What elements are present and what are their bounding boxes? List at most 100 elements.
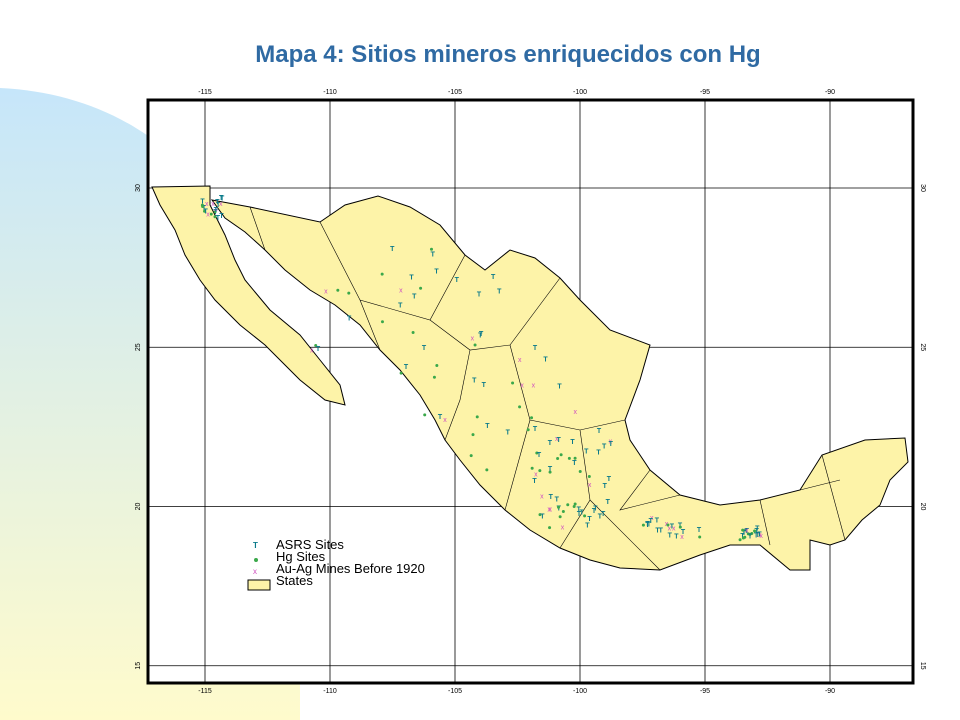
hg-site — [548, 470, 552, 474]
asrs-site: T — [422, 345, 427, 352]
asrs-site: T — [745, 528, 750, 535]
asrs-site: T — [491, 274, 496, 281]
hg-site — [399, 371, 403, 375]
hg-site — [429, 247, 433, 251]
legend-symbol-hg — [254, 558, 258, 562]
hg-site — [556, 457, 560, 461]
asrs-site: T — [482, 382, 487, 389]
asrs-site: T — [598, 513, 603, 520]
auag-site: x — [759, 533, 763, 540]
asrs-site: T — [755, 526, 760, 533]
title: Mapa 4: Sitios mineros enriquecidos con … — [255, 41, 760, 68]
asrs-site: T — [412, 293, 417, 300]
hg-site — [423, 413, 427, 417]
auag-site: x — [758, 532, 762, 539]
auag-site: x — [547, 507, 551, 514]
asrs-site: T — [556, 437, 561, 444]
hg-site — [666, 523, 670, 527]
asrs-site: T — [580, 510, 585, 517]
asrs-site: T — [497, 288, 502, 295]
asrs-site: T — [532, 478, 537, 485]
mexico-mainland — [210, 195, 909, 571]
hg-site — [419, 286, 423, 290]
asrs-site: T — [398, 302, 403, 309]
lon-label-top: -115 — [198, 89, 212, 96]
asrs-site: T — [557, 384, 562, 391]
asrs-site: T — [548, 440, 553, 447]
hg-site — [380, 272, 384, 276]
auag-site: x — [668, 525, 672, 532]
hg-site — [678, 525, 682, 529]
legend-symbol-auag: x — [253, 567, 257, 576]
asrs-site: T — [756, 532, 761, 539]
auag-site: x — [518, 357, 522, 364]
lon-label-top: -95 — [700, 89, 710, 96]
hg-site — [572, 504, 576, 508]
lon-label-bottom: -115 — [198, 688, 212, 695]
lat-label-right: 20 — [919, 503, 926, 511]
auag-site: x — [561, 524, 565, 531]
asrs-site: T — [584, 448, 589, 455]
asrs-site: T — [674, 533, 679, 540]
asrs-site: T — [438, 414, 443, 421]
asrs-site: T — [577, 511, 582, 518]
asrs-site: T — [431, 251, 436, 258]
asrs-site: T — [681, 529, 686, 536]
lat-label-right: 25 — [919, 343, 926, 351]
hg-site — [561, 510, 565, 514]
asrs-site: T — [347, 316, 352, 323]
legend-label: ASRS Sites — [276, 537, 344, 552]
lat-label-left: 20 — [135, 503, 142, 511]
asrs-site: T — [548, 466, 553, 473]
hg-site — [213, 210, 217, 214]
asrs-site: T — [597, 428, 602, 435]
asrs-site: T — [645, 522, 650, 529]
auag-site: x — [548, 506, 552, 513]
map-frame — [146, 98, 915, 685]
asrs-site: T — [602, 443, 607, 450]
hg-site — [738, 538, 742, 542]
asrs-site: T — [754, 533, 759, 540]
hg-site — [746, 532, 750, 536]
asrs-site: T — [577, 507, 582, 514]
hg-site — [475, 415, 479, 419]
hg-site — [559, 453, 563, 457]
asrs-site: T — [543, 357, 548, 364]
lon-label-bottom: -110 — [323, 688, 337, 695]
asrs-site: T — [645, 521, 650, 528]
auag-site: x — [745, 527, 749, 534]
hg-site — [435, 364, 439, 368]
asrs-site: T — [316, 346, 321, 353]
asrs-site: T — [609, 441, 614, 448]
auag-site: x — [211, 201, 215, 208]
asrs-site: T — [479, 331, 484, 338]
asrs-site: T — [434, 269, 439, 276]
auag-site: x — [324, 288, 328, 295]
hg-site — [587, 474, 591, 478]
hg-site — [558, 515, 562, 519]
lon-label-top: -110 — [323, 89, 337, 96]
hg-site — [380, 320, 384, 324]
hg-site — [471, 433, 475, 437]
auag-site: x — [672, 526, 676, 533]
lat-label-left: 25 — [135, 343, 142, 351]
asrs-site: T — [592, 508, 597, 515]
asrs-site: T — [655, 517, 660, 524]
legend-label: States — [276, 573, 313, 588]
legend-label: Hg Sites — [276, 549, 326, 564]
auag-site: x — [609, 439, 613, 446]
lat-label-right: 15 — [919, 662, 926, 670]
hg-site — [347, 291, 351, 295]
auag-site: x — [588, 482, 592, 489]
hg-site — [566, 503, 570, 507]
hg-site — [203, 209, 207, 213]
auag-site: x — [555, 436, 559, 443]
lon-label-bottom: -95 — [700, 688, 710, 695]
asrs-site: T — [478, 333, 483, 340]
hg-site — [753, 529, 757, 533]
hg-site — [583, 514, 587, 518]
hg-site — [511, 381, 515, 385]
asrs-site: T — [655, 527, 660, 534]
